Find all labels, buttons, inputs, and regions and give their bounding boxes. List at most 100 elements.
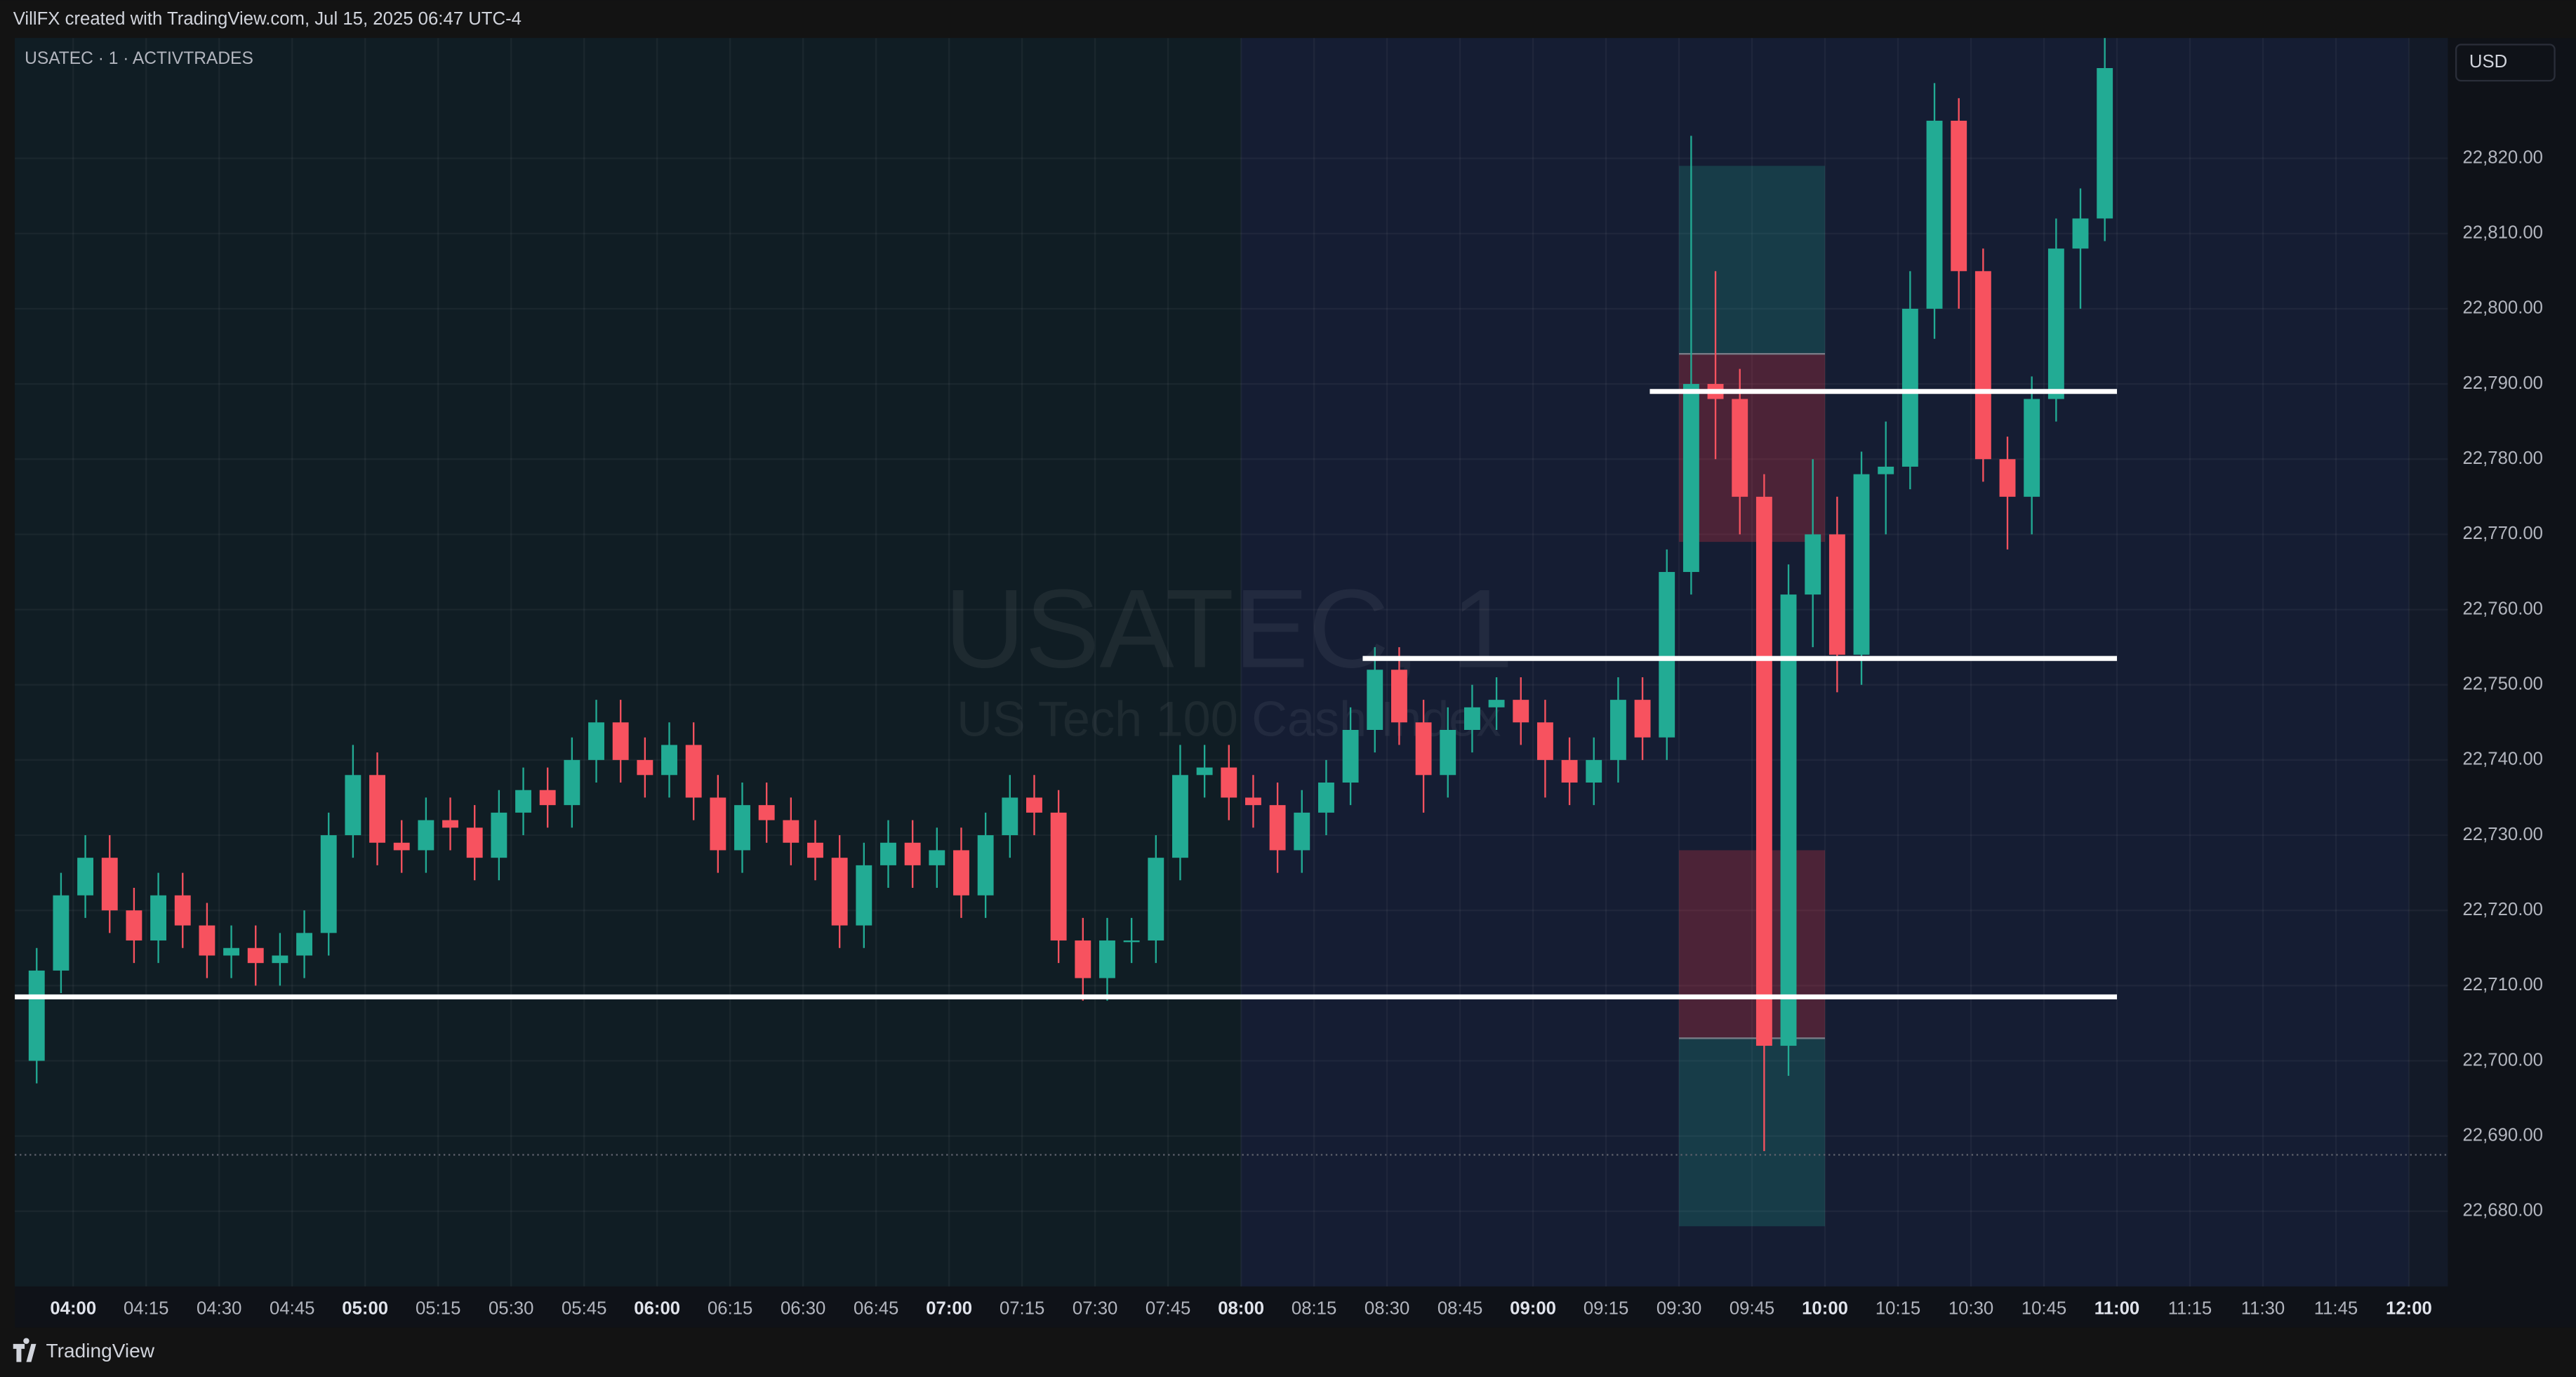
candle-body <box>393 842 410 851</box>
candle-body <box>2072 218 2089 249</box>
y-tick-label: 22,760.00 <box>2463 599 2544 618</box>
candle-body <box>223 947 240 956</box>
candle-body <box>1196 767 1213 776</box>
y-tick-label: 22,710.00 <box>2463 975 2544 994</box>
candle-body <box>101 858 118 911</box>
price-axis <box>2448 38 2576 1328</box>
candle-body <box>1269 805 1286 851</box>
x-tick-label: 07:00 <box>926 1299 972 1319</box>
x-tick-label: 07:30 <box>1073 1299 1117 1319</box>
x-tick-label: 10:15 <box>1875 1299 1920 1319</box>
y-tick-label: 22,740.00 <box>2463 750 2544 769</box>
header-text: VillFX created with TradingView.com, Jul… <box>13 9 522 29</box>
x-tick-label: 09:45 <box>1729 1299 1774 1319</box>
candle-body <box>53 895 69 971</box>
y-tick-label: 22,790.00 <box>2463 373 2544 393</box>
x-tick-label: 11:45 <box>2314 1299 2358 1319</box>
x-tick-label: 07:45 <box>1146 1299 1190 1319</box>
candle-body <box>929 850 945 865</box>
candle-body <box>953 850 969 896</box>
watermark-symbol: USATEC, 1 <box>944 566 1513 691</box>
x-tick-label: 05:15 <box>416 1299 460 1319</box>
x-tick-label: 06:30 <box>781 1299 825 1319</box>
candle-body <box>1099 940 1115 978</box>
watermark-description: US Tech 100 Cash Index <box>957 691 1501 747</box>
candle-body <box>1926 121 1943 309</box>
candle-body <box>418 820 434 851</box>
y-tick-label: 22,800.00 <box>2463 298 2544 318</box>
x-tick-label: 08:15 <box>1292 1299 1336 1319</box>
candle-body <box>247 947 264 964</box>
candle-body <box>1951 121 1967 272</box>
candle-body <box>831 858 848 926</box>
candle-body <box>1342 729 1359 783</box>
candle-body <box>1390 670 1407 723</box>
candle-body <box>320 835 337 933</box>
candle-body <box>637 759 653 776</box>
candle-body <box>174 895 191 926</box>
candle-body <box>1026 797 1042 813</box>
candle-body <box>1828 534 1845 655</box>
x-tick-label: 09:00 <box>1510 1299 1556 1319</box>
candle-body <box>1755 496 1772 1046</box>
candle-body <box>734 805 750 851</box>
x-tick-label: 10:30 <box>1948 1299 1993 1319</box>
symbol-legend: USATEC · 1 · ACTIVTRADES <box>25 49 253 68</box>
candle-body <box>1002 797 1018 836</box>
candle-body <box>1536 722 1553 760</box>
candle-body <box>1805 534 1821 595</box>
x-tick-label: 05:30 <box>489 1299 533 1319</box>
x-tick-label: 06:45 <box>854 1299 898 1319</box>
candle-body <box>710 797 726 851</box>
footer-brand: TradingView <box>46 1340 155 1362</box>
candle-body <box>2047 248 2064 399</box>
plot: USATEC, 1US Tech 100 Cash Index <box>15 38 2448 1286</box>
y-tick-label: 22,770.00 <box>2463 524 2544 543</box>
candle-body <box>1999 459 2016 497</box>
x-tick-label: 11:00 <box>2094 1299 2139 1319</box>
candle-body <box>1123 940 1140 943</box>
y-tick-label: 22,810.00 <box>2463 223 2544 243</box>
candle-body <box>539 790 556 806</box>
candle-body <box>1682 384 1699 572</box>
post-session-background <box>2408 38 2448 1286</box>
candle-body <box>2024 399 2040 497</box>
candle-body <box>1415 722 1432 776</box>
currency[interactable]: USD <box>2469 52 2507 72</box>
candle-body <box>28 970 45 1061</box>
candle-body <box>783 820 799 843</box>
candle-body <box>1367 670 1383 730</box>
x-tick-label: 07:15 <box>1000 1299 1044 1319</box>
candle-body <box>150 895 167 941</box>
position-profit-zone <box>1679 166 1826 354</box>
x-tick-label: 08:30 <box>1365 1299 1409 1319</box>
currency-box[interactable] <box>2455 44 2556 82</box>
y-tick-label: 22,700.00 <box>2463 1050 2544 1070</box>
y-tick-label: 22,780.00 <box>2463 448 2544 468</box>
candle-body <box>807 842 823 858</box>
candle-body <box>1148 858 1164 941</box>
candle-body <box>977 835 994 896</box>
candle-body <box>1609 700 1626 760</box>
candle-body <box>515 790 531 813</box>
position-profit-zone <box>1679 1038 1826 1227</box>
candle-body <box>1853 474 1870 655</box>
candle-body <box>856 865 872 926</box>
candle-body <box>1659 571 1675 738</box>
x-tick-label: 10:45 <box>2021 1299 2066 1319</box>
candle-body <box>685 745 702 798</box>
candle-body <box>758 805 775 820</box>
y-tick-label: 22,820.00 <box>2463 147 2544 167</box>
candle-body <box>1878 466 1894 474</box>
x-tick-label: 04:30 <box>197 1299 241 1319</box>
candle-body <box>77 858 94 896</box>
candle-body <box>1463 707 1480 730</box>
candle-body <box>588 722 604 760</box>
x-tick-label: 04:00 <box>50 1299 96 1319</box>
candle-body <box>880 842 896 865</box>
y-tick-label: 22,720.00 <box>2463 900 2544 919</box>
candle-body <box>1513 700 1529 723</box>
candle-body <box>1780 594 1797 1046</box>
